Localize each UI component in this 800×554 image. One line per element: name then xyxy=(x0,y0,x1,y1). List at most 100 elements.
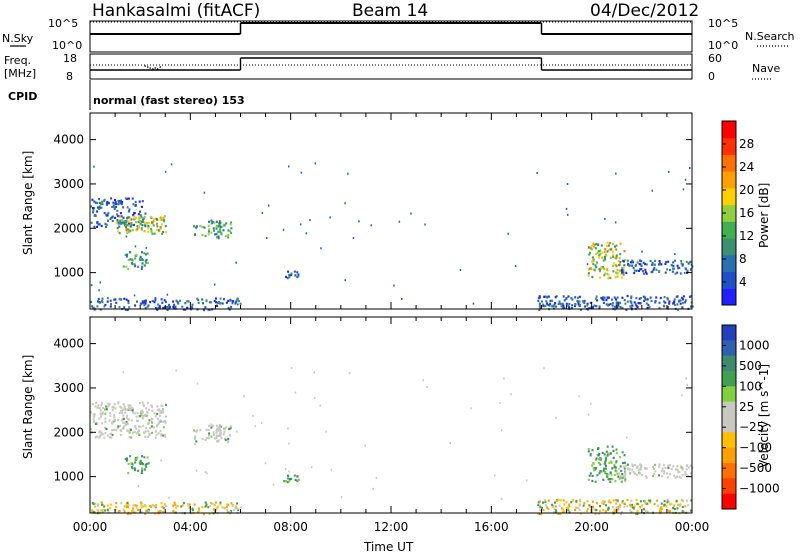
heatmap-cell xyxy=(674,476,677,479)
heatmap-cell xyxy=(107,211,110,215)
heatmap-cell xyxy=(122,265,125,268)
heatmap-cell xyxy=(615,460,618,463)
heatmap-cell xyxy=(216,427,219,430)
heatmap-cell xyxy=(612,253,615,256)
heatmap-cell xyxy=(611,302,614,305)
colorbar-tick-label: −1000 xyxy=(739,482,780,496)
heatmap-cell xyxy=(139,255,142,258)
heatmap-cell xyxy=(103,305,106,308)
heatmap-cell xyxy=(449,442,451,445)
heatmap-cell xyxy=(127,220,130,223)
heatmap-cell xyxy=(593,508,596,511)
heatmap-cell xyxy=(674,468,677,471)
heatmap-cell xyxy=(611,506,614,509)
heatmap-cell xyxy=(604,470,607,473)
colorbar-swatch xyxy=(722,478,736,495)
heatmap-cell xyxy=(120,502,123,505)
heatmap-cell xyxy=(375,476,378,479)
heatmap-cell xyxy=(587,450,590,453)
heatmap-cell xyxy=(288,273,291,276)
heatmap-cell xyxy=(549,299,552,302)
heatmap-cell xyxy=(226,503,228,506)
heatmap-cell xyxy=(92,306,95,309)
x-tick-label: 00:00 xyxy=(73,520,108,534)
heatmap-cell xyxy=(145,414,148,417)
heatmap-cell xyxy=(96,206,99,209)
heatmap-cell xyxy=(137,485,140,487)
heatmap-cell xyxy=(131,463,134,466)
heatmap-cell xyxy=(598,472,601,475)
heatmap-cell xyxy=(681,505,684,509)
heatmap-cell xyxy=(208,432,211,435)
heatmap-cell xyxy=(193,225,196,228)
heatmap-cell xyxy=(641,250,643,253)
heatmap-cell xyxy=(264,462,267,465)
heatmap-cell xyxy=(619,306,622,309)
heatmap-cell xyxy=(592,467,595,470)
heatmap-cell xyxy=(194,435,197,438)
heatmap-cell xyxy=(106,214,109,217)
heatmap-cell xyxy=(643,299,646,302)
heatmap-cell xyxy=(212,227,215,230)
heatmap-cell xyxy=(124,308,127,311)
heatmap-cell xyxy=(104,509,107,512)
heatmap-cell xyxy=(690,268,693,271)
heatmap-cell xyxy=(591,275,594,279)
heatmap-cell xyxy=(538,305,541,308)
heatmap-cell xyxy=(646,502,649,505)
heatmap-cell xyxy=(235,261,237,264)
heatmap-cell xyxy=(626,259,629,262)
heatmap-cell xyxy=(629,504,632,507)
heatmap-cell xyxy=(629,300,632,303)
heatmap-cell xyxy=(676,507,679,510)
heatmap-cell xyxy=(104,420,107,423)
heatmap-cell xyxy=(126,308,129,311)
heatmap-cell xyxy=(677,503,680,507)
heatmap-cell xyxy=(621,500,624,503)
heatmap-cell xyxy=(540,513,543,516)
heatmap-cell xyxy=(142,218,144,221)
heatmap-cell xyxy=(135,432,138,435)
heatmap-cell xyxy=(607,274,610,277)
heatmap-cell xyxy=(144,301,147,304)
heatmap-cell xyxy=(149,301,152,304)
heatmap-cell xyxy=(116,426,119,429)
heatmap-cell xyxy=(219,430,222,433)
heatmap-cell xyxy=(595,457,598,460)
heatmap-cell xyxy=(666,501,669,504)
heatmap-cell xyxy=(398,220,401,223)
heatmap-cell xyxy=(118,411,121,415)
heatmap-cell xyxy=(124,457,127,460)
heatmap-cell xyxy=(672,302,675,305)
heatmap-cell xyxy=(591,464,594,467)
heatmap-cell xyxy=(159,226,162,229)
heatmap-cell xyxy=(133,467,136,470)
heatmap-cell xyxy=(607,277,610,280)
heatmap-cell xyxy=(536,172,538,174)
heatmap-cell xyxy=(115,301,118,304)
heatmap-cell xyxy=(161,232,164,235)
heatmap-cell xyxy=(679,272,682,275)
heatmap-cell xyxy=(602,298,605,302)
nave-dip-point xyxy=(159,66,162,68)
heatmap-cell xyxy=(604,510,607,513)
heatmap-cell xyxy=(630,261,632,264)
heatmap-cell xyxy=(347,172,349,175)
heatmap-cell xyxy=(622,269,625,272)
heatmap-cell xyxy=(586,263,589,266)
heatmap-cell xyxy=(614,305,617,308)
heatmap-cell xyxy=(174,503,177,506)
heatmap-cell xyxy=(92,418,95,421)
heatmap-cell xyxy=(623,454,626,457)
heatmap-cell xyxy=(98,223,101,226)
heatmap-cell xyxy=(646,306,649,309)
heatmap-cell xyxy=(126,414,129,417)
heatmap-cell xyxy=(583,502,586,505)
colorbar-swatch xyxy=(722,432,736,449)
heatmap-cell xyxy=(619,269,622,272)
heatmap-cell xyxy=(218,424,221,427)
heatmap-cell xyxy=(104,432,107,435)
heatmap-cell xyxy=(595,467,598,470)
heatmap-cell xyxy=(654,301,657,304)
